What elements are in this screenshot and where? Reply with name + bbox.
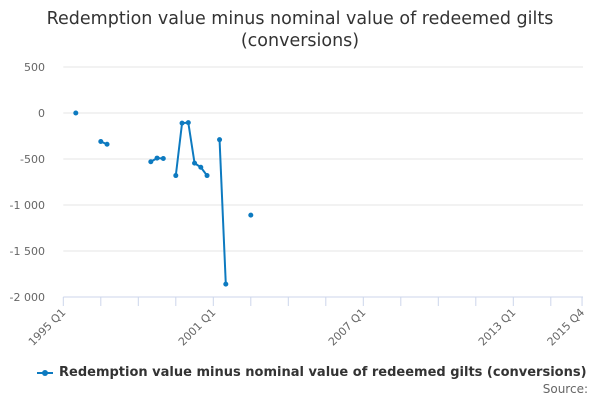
data-point[interactable]: [248, 212, 254, 218]
data-point[interactable]: [104, 141, 110, 147]
y-tick-label: -2 000: [10, 291, 45, 304]
data-point[interactable]: [148, 159, 154, 165]
y-tick-label: -1 500: [10, 245, 45, 258]
chart-title-line1: Redemption value minus nominal value of …: [46, 9, 554, 29]
series-line: [218, 139, 227, 285]
chart-title-line2: (conversions): [240, 31, 360, 51]
y-tick-label: -500: [20, 153, 45, 166]
data-point[interactable]: [73, 110, 79, 116]
data-point[interactable]: [185, 120, 191, 126]
legend-line-marker-icon: [37, 368, 53, 378]
x-tick-label: 2013 Q1: [476, 306, 519, 349]
x-tick-label: 1995 Q1: [26, 306, 69, 349]
x-tick-label: 2015 Q4: [545, 306, 588, 349]
data-point[interactable]: [198, 164, 204, 170]
y-tick-label: 500: [24, 61, 45, 74]
data-point[interactable]: [192, 160, 198, 166]
x-tick-label: 2001 Q1: [176, 306, 219, 349]
data-point[interactable]: [160, 156, 166, 162]
legend-label: Redemption value minus nominal value of …: [59, 365, 587, 380]
data-point[interactable]: [223, 281, 229, 287]
data-point[interactable]: [217, 137, 223, 143]
data-point[interactable]: [98, 139, 104, 145]
chart-title: Redemption value minus nominal value of …: [0, 8, 600, 52]
data-point[interactable]: [179, 120, 185, 126]
source-label: Source:: [542, 382, 588, 396]
data-point[interactable]: [204, 173, 210, 179]
data-point[interactable]: [154, 155, 160, 161]
legend-item[interactable]: Redemption value minus nominal value of …: [37, 365, 587, 380]
data-point[interactable]: [173, 173, 179, 179]
y-tick-label: 0: [38, 107, 45, 120]
y-tick-label: -1 000: [10, 199, 45, 212]
x-tick-label: 2007 Q1: [326, 306, 369, 349]
